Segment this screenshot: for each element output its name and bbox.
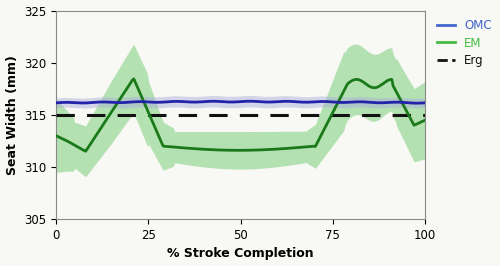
X-axis label: % Stroke Completion: % Stroke Completion xyxy=(168,247,314,260)
Y-axis label: Seat Width (mm): Seat Width (mm) xyxy=(6,55,18,175)
Legend: OMC, EM, Erg: OMC, EM, Erg xyxy=(435,16,494,70)
